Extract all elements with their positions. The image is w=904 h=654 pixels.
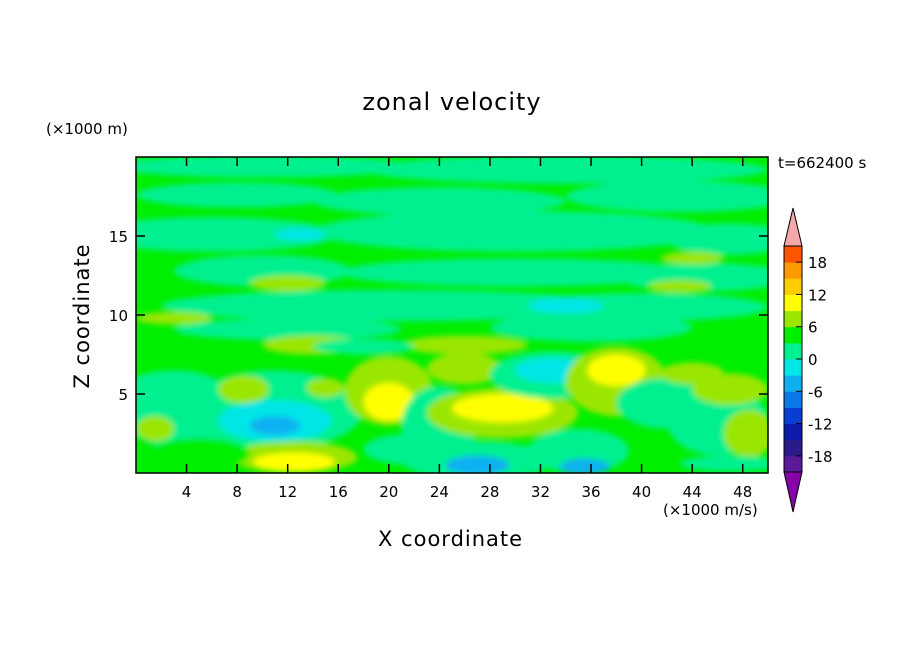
field-blob: [249, 416, 301, 436]
colorbar-tick-label: 18: [808, 254, 827, 272]
x-tick-label: 32: [531, 483, 550, 501]
x-tick-label: 44: [683, 483, 702, 501]
field-blob: [218, 375, 269, 404]
field-blob: [363, 433, 465, 466]
x-axis-units: (×1000 m/s): [663, 501, 758, 519]
y-ticks: 5 10 15: [109, 228, 768, 404]
colorbar-tick-label: 0: [808, 351, 818, 369]
field-blob: [136, 311, 212, 325]
field-blob: [148, 438, 250, 470]
x-tick-label: 28: [480, 483, 499, 501]
x-ticks: 4 8 12 16 20 24 28 32 36 40 44 48: [182, 157, 752, 501]
colorbar-bin: [784, 359, 802, 376]
colorbar-bin: [784, 407, 802, 425]
field-blob: [136, 182, 339, 208]
y-tick-label: 10: [109, 307, 128, 325]
field-blob: [253, 452, 335, 472]
field-blob: [426, 352, 503, 385]
field-blob: [312, 210, 718, 252]
field-blob: [173, 318, 402, 341]
field-blob: [401, 335, 528, 355]
field-blob: [587, 354, 646, 387]
field-blob: [161, 289, 617, 322]
colorbar-lower-arrow: [783, 471, 803, 513]
field-blob: [723, 409, 768, 458]
x-tick-label: 48: [733, 483, 752, 501]
field-blob: [363, 157, 768, 184]
colorbar-tick-label: 6: [808, 319, 818, 337]
field-blob: [136, 416, 174, 442]
field-blob: [249, 275, 326, 292]
z-axis-units: (×1000 m): [46, 120, 128, 138]
colorbar-bin: [784, 391, 802, 408]
field-blob: [312, 338, 415, 355]
colorbar-bin: [784, 278, 802, 295]
x-tick-label: 20: [379, 483, 398, 501]
y-tick-label: 5: [118, 386, 128, 404]
chart-title: zonal velocity: [362, 88, 542, 116]
x-tick-label: 8: [232, 483, 242, 501]
colorbar-bin: [784, 326, 802, 344]
x-axis-label: X coordinate: [378, 527, 524, 551]
field-blob: [445, 455, 509, 473]
field-blob: [312, 187, 566, 216]
field-blob: [647, 280, 712, 293]
field-blob: [136, 157, 415, 178]
y-tick-label: 15: [109, 228, 128, 246]
colorbar-tick-label: -12: [808, 416, 833, 434]
field-blob: [452, 394, 554, 423]
colorbar-bin: [784, 262, 802, 279]
colorbar-bin: [784, 246, 802, 263]
x-tick-label: 4: [182, 483, 192, 501]
field-blob: [306, 378, 345, 398]
field-blob: [666, 223, 768, 255]
field-blob: [565, 180, 768, 213]
field-blob: [489, 313, 693, 342]
x-tick-label: 36: [581, 483, 600, 501]
colorbar-tick-label: -18: [808, 448, 833, 466]
field-blob: [338, 258, 693, 287]
colorbar-bin: [784, 439, 802, 457]
x-tick-label: 40: [632, 483, 651, 501]
colorbar-bin: [784, 310, 802, 328]
field-blob: [559, 458, 610, 473]
field-blob: [692, 373, 768, 406]
colorbar-bin: [784, 375, 802, 392]
colorbar-bin: [784, 342, 802, 360]
x-tick-label: 12: [278, 483, 297, 501]
field-blob: [363, 382, 415, 421]
colorbar-upper-arrow: [783, 207, 803, 247]
field-blob: [660, 251, 724, 265]
colorbar-bin: [784, 294, 802, 312]
colorbar-bin: [784, 455, 802, 473]
field-blob: [275, 228, 326, 241]
colorbar: 18 12 6 0 -6 -12 -18: [783, 207, 833, 513]
x-tick-label: 24: [430, 483, 449, 501]
field-blob: [679, 455, 768, 472]
field-blob: [136, 217, 339, 252]
colorbar-tick-label: 12: [808, 286, 827, 304]
colorbar-tick-label: -6: [808, 383, 823, 401]
field-blob: [527, 297, 604, 314]
field-layer: [136, 157, 768, 473]
x-tick-label: 16: [329, 483, 348, 501]
colorbar-bin: [784, 423, 802, 441]
time-label: t=662400 s: [778, 154, 867, 172]
plot-area: [136, 157, 768, 473]
